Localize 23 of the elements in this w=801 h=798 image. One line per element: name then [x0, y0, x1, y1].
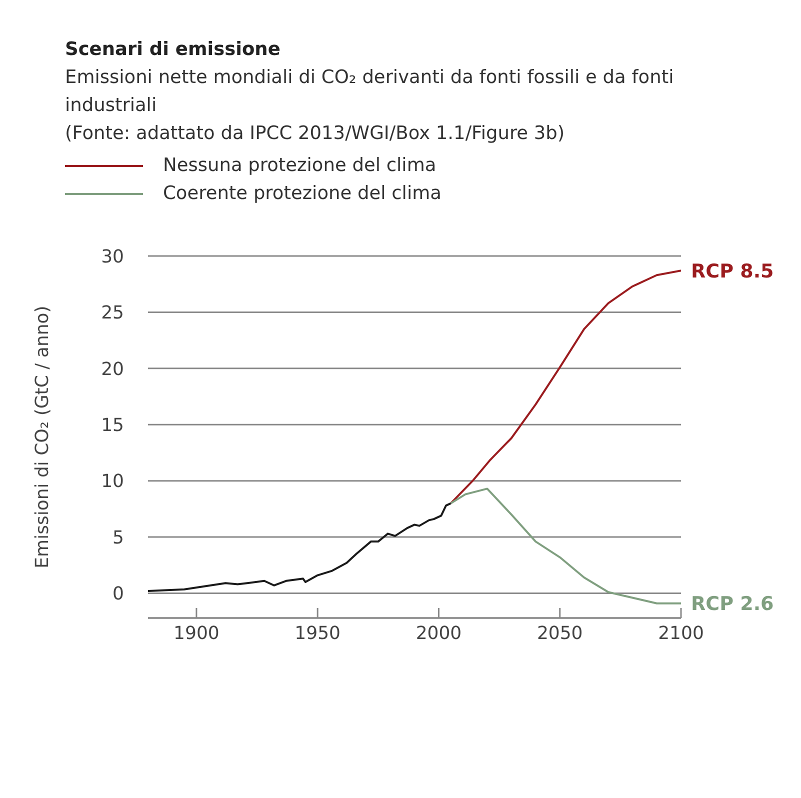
x-tick-label: 2050: [536, 622, 583, 644]
line-series: [148, 502, 452, 592]
legend-label: Nessuna protezione del clima: [163, 154, 436, 178]
text: (Fonte: adattato da IPCC 2013/WGI/Box 1.1/Figure 3b): [65, 122, 566, 146]
y-tick-label: 5: [112, 527, 124, 548]
x-tick-label: 1950: [294, 622, 340, 644]
legend-label: Coerente protezione del clima: [163, 182, 442, 206]
line-series: [450, 270, 681, 504]
annotation: RCP 2.6: [691, 593, 774, 616]
y-axis-title: Emissioni di CO₂ (GtC / anno): [32, 306, 53, 568]
annotation: RCP 8.5: [691, 260, 774, 282]
y-tick-label: 10: [101, 471, 124, 492]
x-tick-label: 1900: [174, 622, 220, 644]
chart-title: Scenari di emissione: [65, 38, 282, 62]
x-tick-label: 2000: [416, 622, 462, 644]
y-tick-label: 25: [101, 302, 124, 324]
y-tick-label: 30: [101, 246, 124, 268]
y-tick-label: 20: [101, 358, 124, 380]
y-tick-label: 0: [112, 584, 124, 605]
line-series: [450, 488, 681, 604]
y-tick-label: 15: [101, 415, 124, 436]
x-tick-label: 2100: [658, 622, 704, 644]
chart-subtitle: Emissioni nette mondiali di CO₂ derivanti da fonti fossili e da fonti industriali: [65, 66, 675, 118]
